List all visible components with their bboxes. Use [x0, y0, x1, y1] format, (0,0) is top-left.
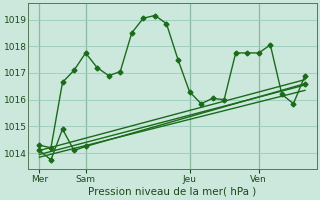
X-axis label: Pression niveau de la mer( hPa ): Pression niveau de la mer( hPa ) — [88, 187, 256, 197]
